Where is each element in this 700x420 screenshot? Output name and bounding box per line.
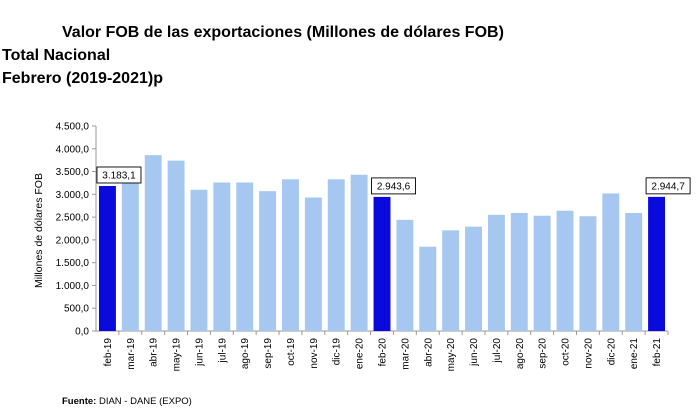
bar-nov-19: [304, 197, 322, 331]
y-tick-label: 0,0: [75, 327, 89, 338]
x-tick-label: jun-19: [194, 338, 205, 367]
y-tick-label: 4.500,0: [56, 122, 90, 133]
x-tick-label: dic-19: [332, 338, 343, 366]
data-label-box: [96, 166, 142, 184]
x-tick-label: nov-19: [309, 338, 320, 369]
bar-feb-19: [98, 185, 116, 331]
bar-mar-20: [396, 219, 414, 331]
y-tick-label: 3.000,0: [56, 190, 90, 201]
x-tick-label: may-19: [172, 338, 183, 372]
bar-dic-19: [327, 179, 345, 331]
x-tick-label: sep-20: [538, 338, 549, 369]
source-text: DIAN - DANE (EXPO): [96, 396, 192, 407]
data-label-feb-20: 2.943,6: [377, 181, 411, 192]
x-tick-label: sep-19: [263, 338, 274, 369]
source-label: Fuente:: [62, 396, 97, 407]
y-tick-label: 3.500,0: [56, 167, 90, 178]
bar-ene-20: [350, 174, 368, 331]
x-tick-label: ene-21: [629, 338, 640, 370]
bar-jun-19: [190, 189, 208, 331]
y-tick-label: 500,0: [64, 304, 89, 315]
subtitle-scope: Total Nacional: [2, 47, 111, 64]
y-tick-label: 1.500,0: [56, 258, 90, 269]
bar-sep-19: [259, 191, 277, 331]
x-tick-label: jul-19: [217, 338, 228, 364]
subtitle-period: Febrero (2019-2021)p: [2, 70, 163, 87]
y-tick-label: 4.000,0: [56, 144, 90, 155]
x-tick-label: feb-21: [652, 338, 663, 367]
bar-oct-20: [556, 210, 574, 331]
source-note: Fuente: DIAN - DANE (EXPO): [62, 396, 192, 407]
bar-jul-19: [213, 182, 231, 331]
x-tick-label: jun-20: [469, 338, 480, 367]
x-tick-label: ago-19: [240, 338, 251, 370]
bar-sep-20: [533, 215, 551, 331]
x-tick-label: may-20: [446, 338, 457, 372]
y-tick-label: 2.000,0: [56, 235, 90, 246]
bar-mar-19: [121, 181, 139, 331]
y-tick-label: 2.500,0: [56, 213, 90, 224]
data-label-box: [645, 177, 691, 195]
y-axis-title: Millones de dólares FOB: [33, 173, 45, 288]
bar-ene-21: [625, 213, 643, 331]
x-tick-label: oct-19: [286, 338, 297, 366]
bar-oct-19: [282, 179, 299, 331]
x-tick-label: feb-20: [378, 338, 389, 367]
data-label-box: [371, 177, 416, 195]
bar-abr-19: [144, 155, 162, 331]
bar-feb-21: [648, 196, 666, 331]
data-label-feb-21: 2.944,7: [651, 181, 685, 192]
x-tick-label: ago-20: [515, 338, 526, 370]
bar-ago-19: [236, 182, 254, 331]
y-tick-label: 1.000,0: [56, 281, 90, 292]
x-tick-label: feb-19: [103, 338, 114, 367]
x-tick-label: jul-20: [492, 338, 503, 364]
chart-title: Valor FOB de las exportaciones (Millones…: [62, 24, 504, 41]
x-tick-label: ene-20: [355, 338, 366, 370]
bar-dic-20: [602, 193, 620, 331]
bar-may-19: [167, 160, 185, 331]
bar-jul-20: [487, 214, 505, 331]
bar-may-20: [442, 230, 460, 331]
bar-jun-20: [465, 226, 482, 331]
x-tick-label: oct-20: [561, 338, 572, 366]
bar-ago-20: [510, 213, 528, 331]
bar-abr-20: [419, 246, 437, 331]
x-tick-label: abr-20: [423, 338, 434, 367]
x-tick-label: mar-19: [126, 338, 137, 370]
x-tick-label: nov-20: [583, 338, 594, 369]
x-tick-label: abr-19: [149, 338, 160, 367]
x-tick-label: mar-20: [400, 338, 411, 370]
bar-feb-20: [373, 196, 391, 331]
bar-nov-20: [579, 216, 597, 331]
data-label-feb-19: 3.183,1: [102, 170, 136, 181]
x-tick-label: dic-20: [606, 338, 617, 366]
